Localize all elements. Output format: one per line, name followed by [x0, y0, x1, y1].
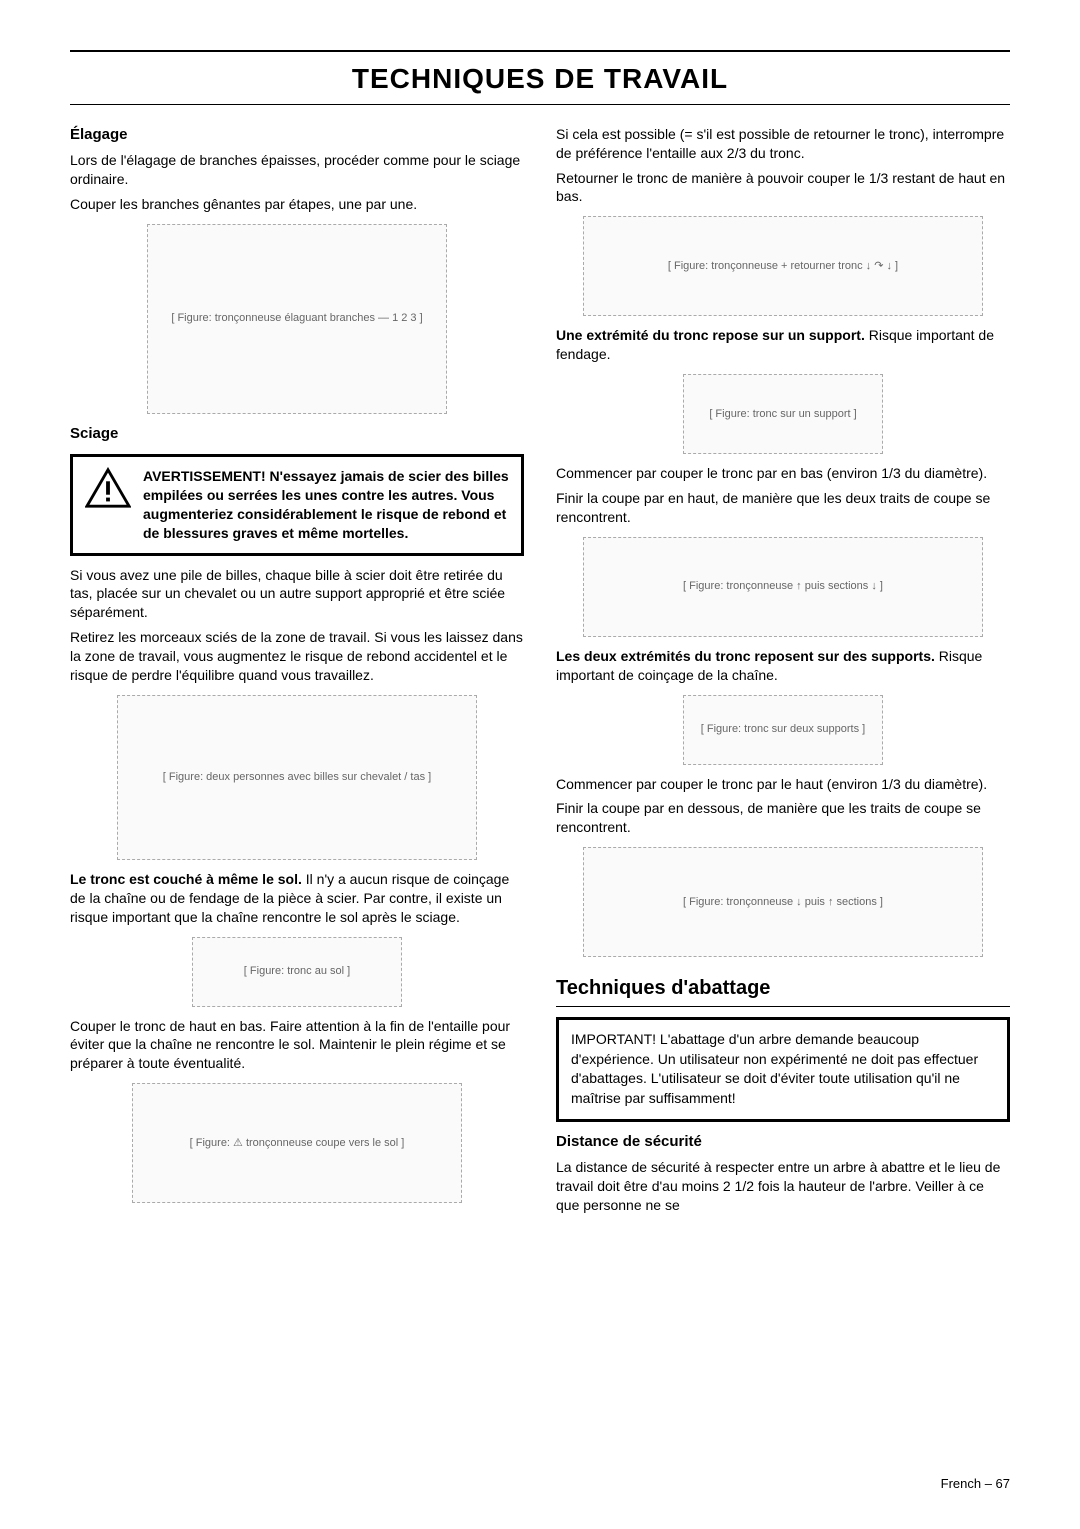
paragraph: Retourner le tronc de manière à pouvoir …	[556, 169, 1010, 207]
figure-elagage: [ Figure: tronçonneuse élaguant branches…	[70, 224, 524, 414]
page-title: TECHNIQUES DE TRAVAIL	[70, 60, 1010, 98]
figure-placeholder: [ Figure: tronc sur un support ]	[683, 374, 883, 454]
figure-placeholder: [ Figure: deux personnes avec billes sur…	[117, 695, 477, 860]
heading-abattage: Techniques d'abattage	[556, 975, 1010, 1007]
figure-two-supports: [ Figure: tronc sur deux supports ]	[556, 695, 1010, 765]
figure-placeholder: [ Figure: tronçonneuse ↓ puis ↑ sections…	[583, 847, 983, 957]
paragraph: Finir la coupe par en haut, de manière q…	[556, 489, 1010, 527]
paragraph: Couper les branches gênantes par étapes,…	[70, 195, 524, 214]
figure-pile: [ Figure: deux personnes avec billes sur…	[70, 695, 524, 860]
left-column: Élagage Lors de l'élagage de branches ép…	[70, 119, 524, 1221]
figure-coupe-sol: [ Figure: ⚠ tronçonneuse coupe vers le s…	[70, 1083, 524, 1203]
top-rule	[70, 50, 1010, 52]
figure-one-support: [ Figure: tronc sur un support ]	[556, 374, 1010, 454]
figure-tronc-sol: [ Figure: tronc au sol ]	[70, 937, 524, 1007]
paragraph: Couper le tronc de haut en bas. Faire at…	[70, 1017, 524, 1074]
paragraph: Si cela est possible (= s'il est possibl…	[556, 125, 1010, 163]
figure-cut-two-supports: [ Figure: tronçonneuse ↓ puis ↑ sections…	[556, 847, 1010, 957]
page-footer: French – 67	[941, 1475, 1010, 1493]
title-underline	[70, 104, 1010, 105]
heading-elagage: Élagage	[70, 125, 524, 145]
paragraph: Le tronc est couché à même le sol. Il n'…	[70, 870, 524, 927]
warning-triangle-icon	[85, 467, 131, 509]
right-column: Si cela est possible (= s'il est possibl…	[556, 119, 1010, 1221]
paragraph: Commencer par couper le tronc par en bas…	[556, 464, 1010, 483]
figure-placeholder: [ Figure: tronçonneuse ↑ puis sections ↓…	[583, 537, 983, 637]
paragraph: La distance de sécurité à respecter entr…	[556, 1158, 1010, 1215]
heading-distance: Distance de sécurité	[556, 1132, 1010, 1152]
important-box: IMPORTANT! L'abattage d'un arbre demande…	[556, 1017, 1010, 1121]
figure-cut-one-support: [ Figure: tronçonneuse ↑ puis sections ↓…	[556, 537, 1010, 637]
figure-placeholder: [ Figure: tronc au sol ]	[192, 937, 402, 1007]
bold-lead: Une extrémité du tronc repose sur un sup…	[556, 327, 865, 343]
paragraph: Lors de l'élagage de branches épaisses, …	[70, 151, 524, 189]
bold-lead: Les deux extrémités du tronc reposent su…	[556, 648, 935, 664]
two-column-layout: Élagage Lors de l'élagage de branches ép…	[70, 119, 1010, 1221]
bold-lead: Le tronc est couché à même le sol.	[70, 871, 302, 887]
figure-placeholder: [ Figure: tronc sur deux supports ]	[683, 695, 883, 765]
paragraph: Finir la coupe par en dessous, de manièr…	[556, 799, 1010, 837]
paragraph: Retirez les morceaux sciés de la zone de…	[70, 628, 524, 685]
paragraph: Les deux extrémités du tronc reposent su…	[556, 647, 1010, 685]
figure-turn-log: [ Figure: tronçonneuse + retourner tronc…	[556, 216, 1010, 316]
warning-box: AVERTISSEMENT! N'essayez jamais de scier…	[70, 454, 524, 556]
figure-placeholder: [ Figure: ⚠ tronçonneuse coupe vers le s…	[132, 1083, 462, 1203]
warning-text: AVERTISSEMENT! N'essayez jamais de scier…	[143, 467, 509, 543]
paragraph: Commencer par couper le tronc par le hau…	[556, 775, 1010, 794]
paragraph: Si vous avez une pile de billes, chaque …	[70, 566, 524, 623]
figure-placeholder: [ Figure: tronçonneuse + retourner tronc…	[583, 216, 983, 316]
paragraph: Une extrémité du tronc repose sur un sup…	[556, 326, 1010, 364]
heading-sciage: Sciage	[70, 424, 524, 444]
figure-placeholder: [ Figure: tronçonneuse élaguant branches…	[147, 224, 447, 414]
